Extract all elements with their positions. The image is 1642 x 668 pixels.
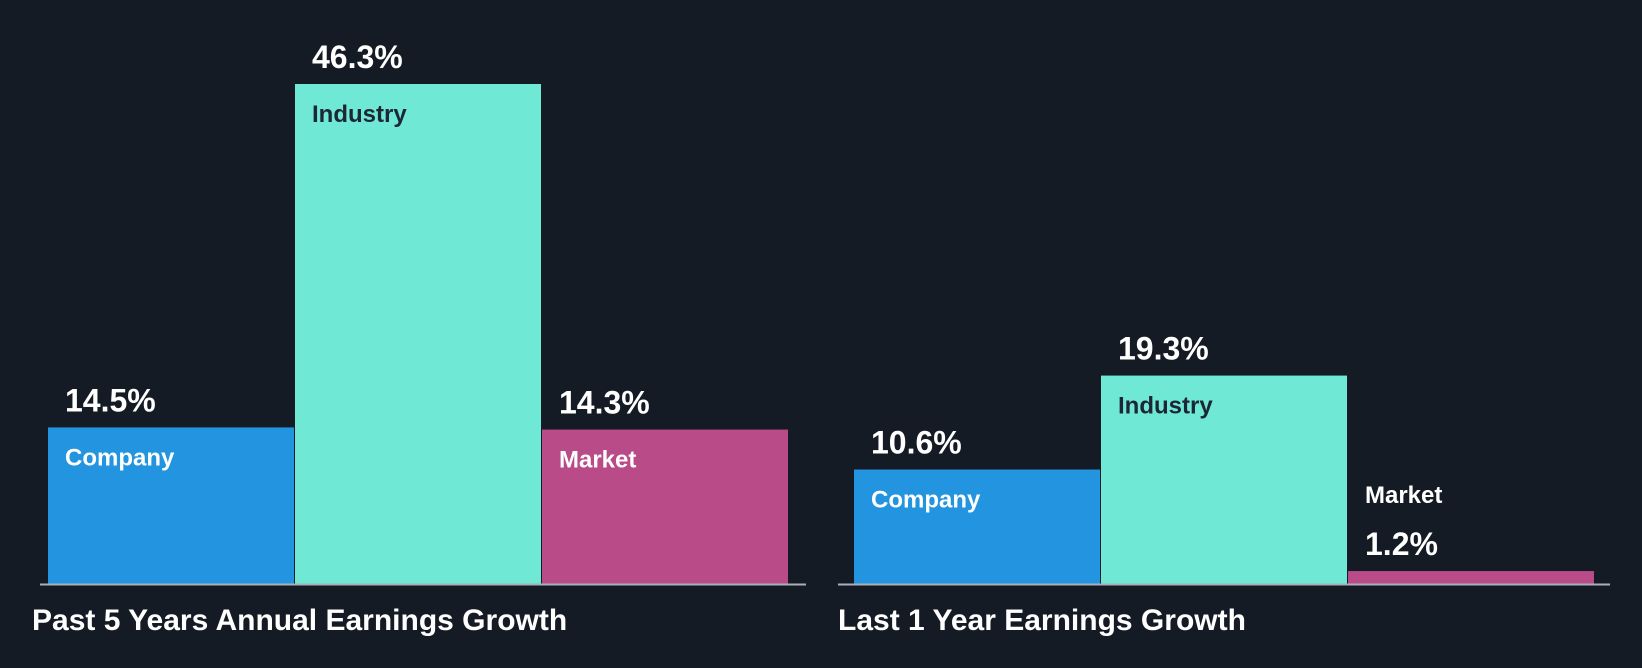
bar-industry <box>1101 375 1347 584</box>
value-label-market: 1.2% <box>1365 526 1438 562</box>
last-1-year-chart: Company 10.6% Industry 19.3% Market 1.2% <box>838 331 1610 586</box>
bar-label-company: Company <box>871 487 981 514</box>
value-label-company: 14.5% <box>65 382 156 418</box>
bar-label-market: Market <box>1365 482 1442 509</box>
bar-label-company: Company <box>65 444 175 471</box>
bar-company <box>854 469 1100 584</box>
past-5-years-chart: Company 14.5% Industry 46.3% Market 14.3% <box>40 39 806 586</box>
bar-market <box>1348 571 1594 584</box>
bar-label-market: Market <box>559 447 636 474</box>
value-label-industry: 19.3% <box>1118 331 1209 367</box>
bar-industry <box>295 84 541 584</box>
bar-market <box>542 429 788 584</box>
bar-label-industry: Industry <box>312 101 407 128</box>
chart-title-last-1-year: Last 1 Year Earnings Growth <box>838 604 1246 637</box>
bar-label-industry: Industry <box>1118 393 1213 420</box>
value-label-market: 14.3% <box>559 385 650 421</box>
chart-title-past-5-years: Past 5 Years Annual Earnings Growth <box>32 604 568 637</box>
value-label-company: 10.6% <box>871 425 962 461</box>
value-label-industry: 46.3% <box>312 39 403 75</box>
bar-company <box>48 427 294 584</box>
